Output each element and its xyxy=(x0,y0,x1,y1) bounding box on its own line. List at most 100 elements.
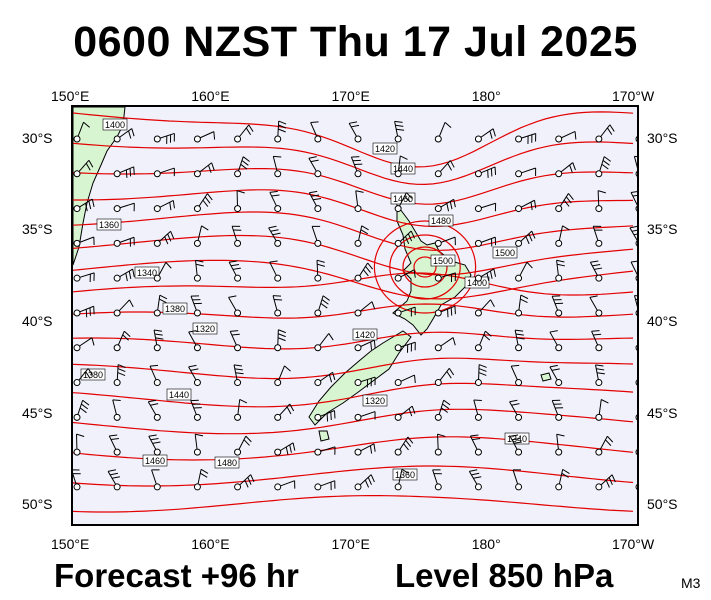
wind-barb xyxy=(515,167,537,178)
lat-tick-label: 45°S xyxy=(647,404,678,421)
model-code: M3 xyxy=(681,575,701,591)
wind-barb xyxy=(274,480,296,491)
wind-barb xyxy=(555,433,565,456)
wind-barb xyxy=(549,330,563,352)
wind-barb xyxy=(234,190,245,213)
wind-barb xyxy=(515,199,537,213)
wind-barb xyxy=(474,236,497,247)
svg-text:1420: 1420 xyxy=(355,330,375,340)
wind-barb xyxy=(73,433,85,456)
wind-barb xyxy=(113,330,131,352)
wind-barb xyxy=(592,225,603,247)
wind-barb xyxy=(308,190,322,213)
pressure-level-label: Level 850 hPa xyxy=(395,557,614,594)
wind-barb xyxy=(231,225,242,247)
wind-barb xyxy=(509,434,523,456)
wind-barb xyxy=(348,121,362,143)
wind-barb xyxy=(509,399,523,421)
wind-barb xyxy=(354,411,376,421)
wind-barb xyxy=(311,225,322,247)
lat-tick-label: 35°S xyxy=(22,221,53,238)
contour-label: 1360 xyxy=(96,218,122,231)
wind-barb xyxy=(589,295,603,317)
wind-barb xyxy=(394,269,416,282)
wind-barb xyxy=(434,198,456,213)
wind-barb xyxy=(354,190,364,213)
wind-barb xyxy=(474,128,496,143)
wind-barb xyxy=(233,364,244,387)
wind-barb xyxy=(314,480,336,491)
wind-barb xyxy=(515,294,529,317)
svg-text:1320: 1320 xyxy=(365,396,385,406)
wind-barb xyxy=(551,399,564,421)
wind-barb xyxy=(515,261,533,282)
wind-barb xyxy=(394,405,416,421)
wind-barb xyxy=(113,364,126,387)
height-contour-line xyxy=(73,357,634,380)
height-contour-line xyxy=(73,111,634,168)
height-contour-line xyxy=(73,259,634,300)
wind-barb xyxy=(354,443,376,456)
wind-barb xyxy=(274,365,291,387)
wind-barb xyxy=(153,199,175,213)
wind-barb xyxy=(193,193,213,213)
wind-barb xyxy=(635,449,637,456)
height-contour-line xyxy=(73,465,634,487)
svg-text:1440: 1440 xyxy=(393,164,413,174)
wind-barb xyxy=(434,337,456,352)
wind-barb xyxy=(468,469,482,491)
lon-tick-label: 170°W xyxy=(611,536,655,552)
wind-barb xyxy=(394,341,416,353)
lon-tick-label: 150°E xyxy=(51,88,90,104)
wind-barb xyxy=(234,474,255,491)
wind-barb xyxy=(73,272,95,283)
wind-barb xyxy=(474,166,497,178)
wind-barb xyxy=(148,434,161,456)
height-contour-line xyxy=(73,495,634,513)
lat-tick-label: 30°S xyxy=(647,129,678,146)
wind-barb xyxy=(595,474,616,491)
wind-barb xyxy=(193,468,209,491)
wind-barb xyxy=(394,192,413,213)
wind-barb xyxy=(153,167,175,178)
wind-barb xyxy=(635,414,637,421)
contour-label: 1500 xyxy=(492,246,518,259)
wind-barb xyxy=(514,329,525,352)
wind-barb xyxy=(314,259,326,282)
wind-barb xyxy=(268,225,282,247)
wind-barb xyxy=(510,364,523,387)
wind-barb xyxy=(595,435,614,456)
svg-text:1340: 1340 xyxy=(137,268,157,278)
svg-text:1380: 1380 xyxy=(83,370,103,380)
wind-barb xyxy=(434,305,456,318)
contour-label: 1360 xyxy=(392,468,418,481)
contour-label: 1480 xyxy=(428,214,454,227)
lat-tick-label: 50°S xyxy=(647,496,678,513)
wind-barb xyxy=(234,399,248,421)
wind-barb xyxy=(73,368,93,387)
contour-label: 1340 xyxy=(134,266,160,279)
wind-barb xyxy=(188,364,201,387)
wind-barb xyxy=(113,166,135,178)
wind-barb xyxy=(595,124,615,143)
wind-barb xyxy=(434,236,456,247)
svg-text:1480: 1480 xyxy=(217,458,237,468)
contour-label: 1320 xyxy=(192,322,218,335)
wind-barb xyxy=(474,268,497,282)
wind-barb xyxy=(73,236,95,247)
height-contours xyxy=(73,111,634,513)
chart-title: 0600 NZST Thu 17 Jul 2025 xyxy=(73,18,638,66)
wind-barb xyxy=(555,131,577,143)
wind-barb xyxy=(434,399,451,421)
wind-barb xyxy=(354,225,369,247)
map-panel: 1400 1420 1440 1460 1480 1360 1340 1380 1320 1500… xyxy=(71,105,639,526)
wind-barb xyxy=(228,295,242,317)
wind-barb xyxy=(589,260,603,282)
wind-barb xyxy=(234,156,250,178)
wind-barb xyxy=(113,128,135,143)
stewart-island xyxy=(318,430,330,442)
wind-barb xyxy=(269,260,282,282)
wind-barb xyxy=(629,225,637,247)
wind-barb xyxy=(394,155,408,178)
height-contour-line xyxy=(73,141,634,186)
